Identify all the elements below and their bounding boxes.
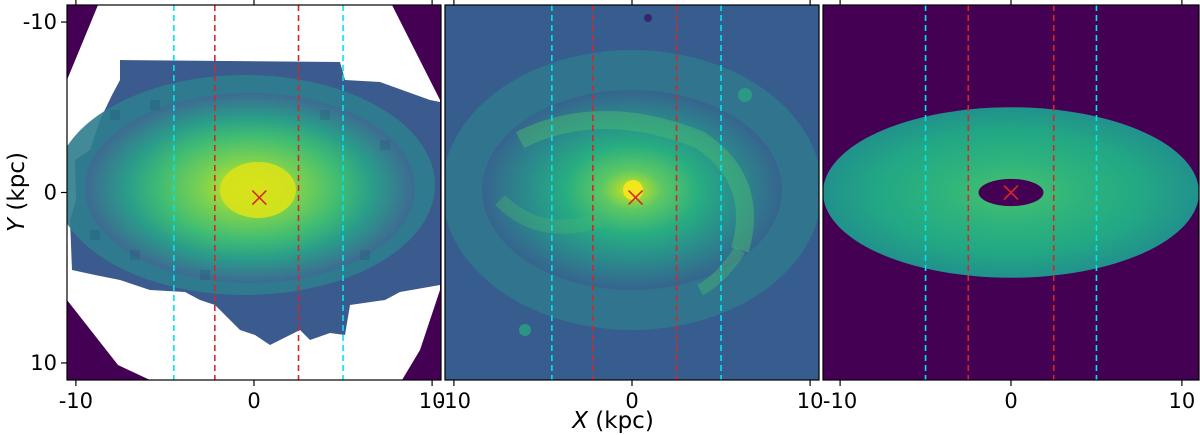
overlays [173, 5, 1098, 380]
panel-right-xtick-label: 0 [1004, 389, 1017, 413]
panel-left-xtick-label: 0 [247, 389, 260, 413]
panel-middle-xtick-label: -10 [437, 389, 471, 413]
panel-middle-center-marker-stroke-b [627, 190, 644, 206]
panel-left-center-marker [251, 190, 267, 206]
y-axis-title: Y (kpc) [4, 152, 30, 232]
panel-middle-center-marker [627, 190, 644, 206]
panel-middle-xtick-label: 10 [797, 389, 824, 413]
panel-right-center-marker-stroke-b [1003, 184, 1019, 201]
panel-right-center-marker [1003, 184, 1019, 201]
panel-left-xtick-label: -10 [59, 389, 93, 413]
panel-left-ytick-label: 10 [30, 351, 57, 375]
panel-left-ytick-label: 0 [44, 181, 57, 205]
x-axis-title: X (kpc) [571, 408, 654, 434]
panel-right-xtick-label: 10 [1169, 389, 1196, 413]
panel-left-center-marker-stroke-b [251, 190, 267, 206]
panel-middle-xtick-label: 0 [625, 389, 638, 413]
panel-right-xtick-label: -10 [823, 389, 857, 413]
panel-left [67, 5, 441, 380]
panel-left-xtick-label: 10 [419, 389, 446, 413]
panel-left-ytick-label: -10 [23, 10, 57, 34]
panel-middle [445, 5, 819, 380]
